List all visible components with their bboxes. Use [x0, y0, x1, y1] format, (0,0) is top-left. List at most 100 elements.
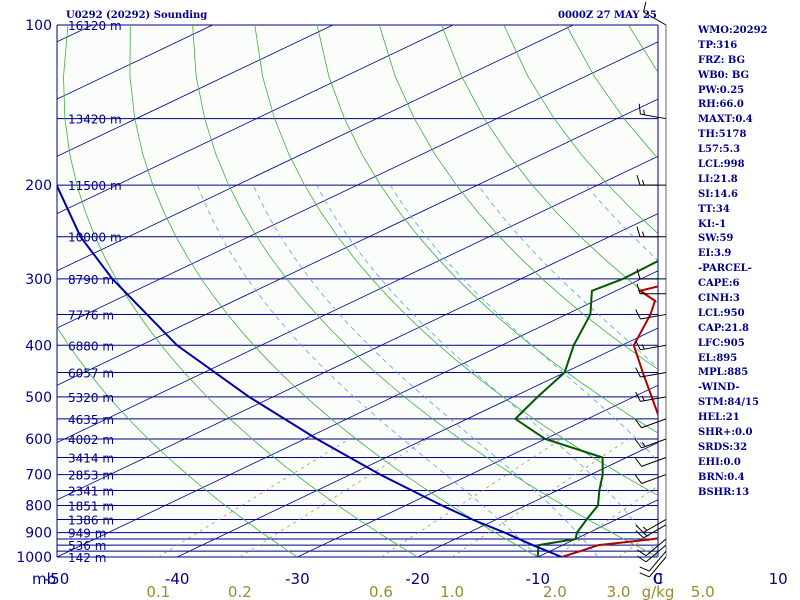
- wind-half-flag: [641, 442, 646, 447]
- moist-adiabat-0: [316, 184, 658, 557]
- mixing-label-0.1: 0.1: [146, 583, 170, 600]
- height-label-200: 11500 m: [68, 179, 122, 193]
- wind-barb-320: [636, 283, 666, 295]
- stat-item: CAP:21.8: [698, 322, 749, 334]
- wind-flag: [636, 268, 641, 279]
- stat-item: EI:3.9: [698, 248, 732, 260]
- stat-item: FRZ: BG: [698, 54, 746, 66]
- height-label-650: 3414 m: [68, 451, 114, 465]
- mixing-label-0.6: 0.6: [369, 583, 393, 600]
- height-label-250: 10000 m: [68, 231, 122, 245]
- wind-barb-870: [635, 524, 667, 539]
- dry-adiabat--30: [57, 326, 298, 557]
- mixing-label-1.0: 1.0: [440, 583, 464, 600]
- height-label-950: 536 m: [68, 539, 106, 553]
- mixing-label-3.0: 3.0: [607, 583, 631, 600]
- moist-adiabat--10: [197, 184, 539, 557]
- pressure-label-1000: 1000: [16, 550, 52, 566]
- isotherm--20: [417, 442, 658, 557]
- wind-barb-250: [636, 226, 666, 238]
- wind-flag: [635, 530, 644, 539]
- wind-staff: [643, 11, 667, 26]
- wind-staff: [643, 524, 667, 539]
- temp-label--50: -50: [45, 570, 70, 588]
- isotherm--60: [57, 213, 658, 501]
- wind-flag: [635, 367, 641, 378]
- wind-barb-925: [637, 538, 667, 557]
- wind-flag: [642, 1, 647, 13]
- wind-flag: [635, 391, 641, 402]
- stat-item: TP:316: [698, 39, 738, 51]
- dewpoint-line: [513, 259, 658, 557]
- stat-item: HEL:21: [698, 412, 740, 424]
- wind-flag: [637, 555, 647, 563]
- wind-flag: [634, 474, 642, 484]
- wind-barb-300: [636, 268, 666, 280]
- pressure-label-900: 900: [25, 526, 52, 542]
- temp-label--40: -40: [165, 570, 190, 588]
- stat-item: MAXT:0.4: [698, 114, 753, 126]
- stat-item: WB0: BG: [698, 69, 749, 81]
- stat-item: -WIND-: [698, 382, 740, 394]
- moist-adiabat-10: [477, 184, 658, 369]
- y-axis-unit-label: mb: [32, 570, 56, 588]
- isotherm--90: [57, 41, 658, 329]
- stat-item: RH:66.0: [698, 99, 744, 111]
- wind-staff: [640, 372, 667, 378]
- mixing-line-0.6: [380, 438, 562, 557]
- stat-item: TH:5178: [698, 129, 747, 141]
- wind-staff: [641, 474, 667, 484]
- stat-item: LI:21.8: [698, 173, 738, 185]
- isotherm--120: [57, 25, 333, 157]
- plot-area: [57, 25, 658, 557]
- station-title: U0292 (20292) Sounding: [66, 10, 208, 21]
- wind-flag: [639, 572, 650, 578]
- height-label-100: 16120 m: [68, 19, 122, 33]
- mixing-label-0.2: 0.2: [228, 583, 252, 600]
- wind-layer: [634, 1, 667, 578]
- pressure-label-100: 100: [25, 18, 52, 34]
- stat-item: EL:895: [698, 352, 738, 364]
- stat-item: LCL:950: [698, 307, 745, 319]
- parcel-line: [57, 182, 563, 557]
- wind-half-flag: [642, 526, 648, 531]
- wind-barb-500: [635, 391, 667, 402]
- wind-half-flag: [643, 109, 645, 115]
- temp-label--10: -10: [526, 570, 551, 588]
- wind-staff: [645, 544, 667, 563]
- pressure-label-700: 700: [25, 468, 52, 484]
- height-label-450: 6057 m: [68, 367, 114, 381]
- stat-item: SI:14.6: [698, 188, 738, 200]
- wind-staff: [640, 344, 667, 351]
- stat-item: LCL:998: [698, 159, 745, 171]
- series-layer: [57, 182, 658, 557]
- wind-half-flag: [642, 231, 645, 237]
- wind-half-flag: [641, 344, 645, 350]
- wind-flag: [634, 439, 642, 449]
- wind-flag: [635, 524, 644, 533]
- wind-flag: [634, 457, 642, 467]
- wind-staff: [643, 519, 667, 533]
- stat-item: KI:-1: [698, 218, 727, 230]
- dry-adiabat-10: [254, 25, 658, 496]
- isotherm--100: [57, 25, 574, 272]
- wind-flag: [635, 309, 641, 320]
- height-label-850: 1386 m: [68, 513, 114, 527]
- stat-item: BSHR:13: [698, 486, 750, 498]
- wind-staff: [641, 438, 667, 449]
- stat-item: TT:34: [698, 203, 730, 215]
- stat-item: SHR+:0.0: [698, 427, 753, 439]
- height-label-150: 13420 m: [68, 113, 122, 127]
- x-axis-unit-label: C: [653, 570, 663, 588]
- temp-label-10: 10: [769, 570, 788, 588]
- isotherm--70: [57, 155, 658, 443]
- stat-item: MPL:885: [698, 367, 749, 379]
- mixing-label-2.0: 2.0: [543, 583, 567, 600]
- dry-adiabat-0: [192, 25, 658, 557]
- stat-item: CINH:3: [698, 293, 740, 305]
- wind-barb-950: [637, 544, 667, 563]
- wind-barb-650: [634, 457, 667, 467]
- mixing-line-0.1: [158, 438, 350, 557]
- height-label-750: 2341 m: [68, 485, 114, 499]
